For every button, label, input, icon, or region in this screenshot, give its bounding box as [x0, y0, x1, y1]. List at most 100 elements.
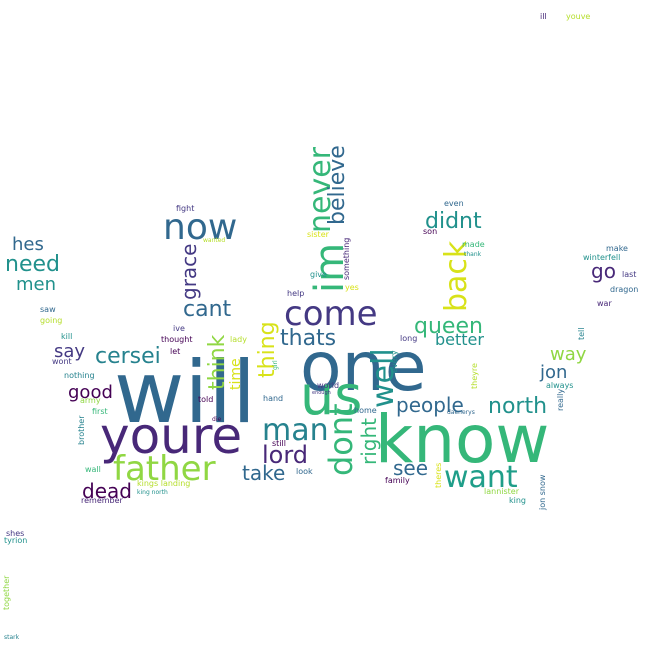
word-stark: stark [4, 634, 20, 641]
word-come: come [284, 294, 378, 334]
word-people: people [396, 393, 464, 417]
word-men: men [16, 274, 56, 295]
word-queen: queen [414, 314, 483, 339]
word-think: think [205, 334, 230, 390]
word-give: give [310, 270, 327, 279]
word-lannister: lannister [484, 487, 520, 496]
word-hes: hes [12, 234, 44, 255]
word-good: good [68, 382, 113, 403]
word-ill: ill [540, 12, 547, 21]
word-one: one [300, 328, 427, 407]
word-home: home [354, 406, 377, 415]
word-didnt: didnt [425, 209, 482, 234]
word-nothing: nothing [64, 371, 95, 380]
word-want: want [444, 460, 518, 495]
word-north: north [488, 394, 547, 419]
word-made: made [462, 240, 485, 249]
word-way: way [550, 344, 587, 365]
word-brother: brother [77, 415, 86, 445]
word-really: really [556, 389, 565, 411]
word-tyrion: tyrion [4, 536, 27, 545]
word-dead: dead [82, 479, 132, 503]
word-thats: thats [280, 326, 336, 351]
word-wanted: wanted [203, 237, 225, 244]
word-time: time [228, 358, 244, 390]
word-see: see [393, 456, 428, 480]
word-look: look [296, 467, 313, 476]
word-theyre: theyre [470, 363, 479, 389]
word-told: told [198, 395, 213, 404]
word-youre: youre [100, 407, 242, 465]
word-jon-snow: jon snow [538, 474, 547, 511]
word-kill: kill [61, 332, 72, 341]
word-king-north: king north [137, 489, 168, 496]
word-say: say [54, 341, 85, 362]
word-something: something [342, 238, 351, 280]
word-youve: youve [566, 12, 590, 21]
word-theres: theres [434, 463, 443, 488]
word-going: going [40, 316, 62, 325]
word-now: now [163, 207, 237, 248]
word-shes: shes [6, 529, 24, 538]
word-still: still [272, 439, 286, 448]
word-wall: wall [85, 465, 101, 474]
word-yes: yes [345, 283, 359, 292]
word-even: even [444, 199, 464, 208]
word-daenerys: daenerys [447, 409, 475, 416]
word-son: son [423, 227, 437, 236]
word-tell: tell [577, 327, 586, 340]
word-believe: believe [325, 145, 350, 225]
word-saw: saw [40, 305, 56, 314]
word-thank: thank [464, 251, 482, 258]
word-king: king [509, 496, 526, 505]
word-kings-landing: kings landing [137, 479, 190, 488]
word-will: will [114, 343, 256, 443]
word-right: right [357, 418, 381, 465]
word-die: die [212, 416, 221, 423]
word-family: family [385, 476, 410, 485]
word-take: take [242, 461, 285, 485]
word-sister: sister [307, 230, 330, 239]
word-winterfell: winterfell [583, 253, 620, 262]
word-lord: lord [262, 441, 308, 469]
word-thing: thing [255, 321, 280, 378]
word-army: army [80, 396, 101, 405]
word-girl: girl [272, 360, 279, 370]
word-thought: thought [161, 335, 192, 344]
word-dont: dont [322, 403, 360, 476]
word-lady: lady [230, 335, 247, 344]
word-war: war [597, 299, 612, 308]
word-need: need [5, 252, 60, 277]
word-go: go [591, 259, 616, 283]
word-together: together [2, 575, 11, 610]
word-world: world [317, 381, 339, 390]
word-make: make [606, 244, 628, 253]
word-us: us [300, 364, 362, 427]
word-back: back [439, 240, 474, 312]
word-cersei: cersei [95, 344, 161, 369]
word-man: man [262, 413, 329, 448]
word-long: long [400, 334, 417, 343]
word-last: last [622, 270, 636, 279]
word-ive: ive [173, 324, 185, 333]
word-first: first [92, 407, 108, 416]
word-better: better [435, 330, 484, 349]
word-every: every [390, 350, 399, 373]
word-always: always [546, 381, 573, 390]
word-know: know [375, 401, 549, 478]
word-remember: remember [81, 496, 124, 505]
word-never: never [303, 146, 338, 233]
word-jon: jon [539, 362, 567, 383]
word-let: let [170, 347, 180, 356]
word-father: father [113, 449, 216, 489]
word-hand: hand [263, 394, 283, 403]
word-wont: wont [52, 357, 72, 366]
word-dragon: dragon [610, 285, 638, 294]
word-grace: grace [177, 244, 201, 300]
word-im: im [307, 243, 353, 293]
word-enough: enough [312, 390, 331, 396]
word-cant: cant [183, 297, 232, 322]
word-help: help [287, 289, 304, 298]
word-fight: fight [176, 204, 194, 213]
